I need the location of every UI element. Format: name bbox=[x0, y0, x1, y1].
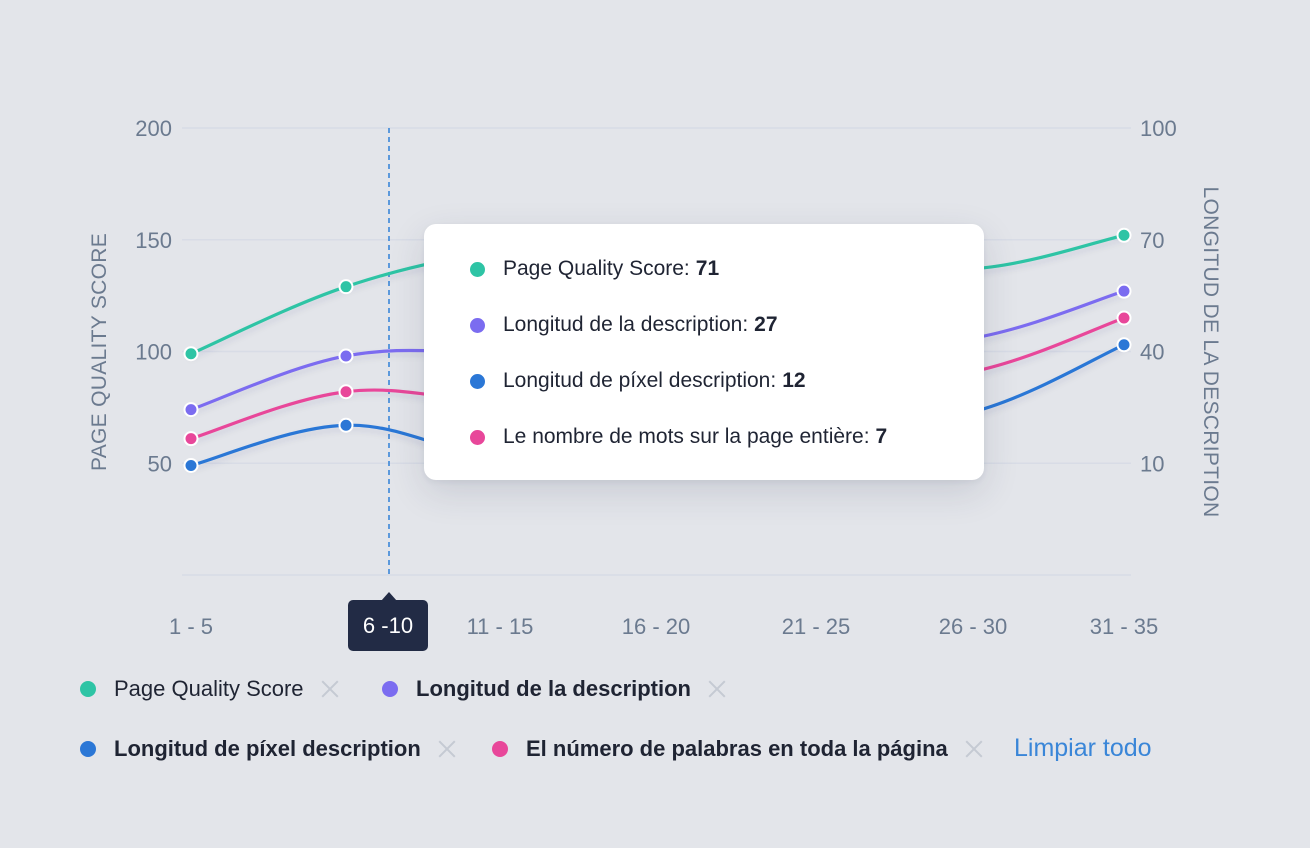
y2-tick-label: 70 bbox=[1140, 228, 1164, 253]
y2-tick-label: 40 bbox=[1140, 340, 1164, 365]
remove-series-icon[interactable] bbox=[964, 739, 984, 759]
tooltip-value: 27 bbox=[754, 313, 778, 336]
y2-tick-label: 100 bbox=[1140, 116, 1177, 141]
series-dot-icon bbox=[492, 741, 508, 757]
tooltip-label: Longitud de píxel description: bbox=[503, 369, 777, 392]
y2-tick-label: 10 bbox=[1140, 451, 1164, 476]
x-highlight-arrow bbox=[381, 592, 397, 601]
x-highlight-label: 6 -10 bbox=[348, 600, 428, 651]
remove-series-icon[interactable] bbox=[320, 679, 340, 699]
data-point bbox=[1116, 310, 1132, 326]
tooltip-label: Le nombre de mots sur la page entière: bbox=[503, 425, 870, 448]
data-point bbox=[183, 346, 199, 362]
series-dot-icon bbox=[470, 317, 485, 333]
y-tick-label: 200 bbox=[135, 116, 172, 141]
data-point bbox=[183, 402, 199, 418]
tooltip-value: 71 bbox=[695, 257, 720, 280]
x-tick-label: 31 - 35 bbox=[1090, 614, 1159, 639]
series-dot-icon bbox=[470, 429, 485, 445]
y-tick-label: 150 bbox=[135, 228, 172, 253]
data-point bbox=[338, 279, 354, 295]
legend-item-longitud-pixel-description[interactable]: Longitud de píxel description bbox=[80, 736, 457, 762]
axes: 50 100 150 200 10 40 70 100 1 - 5 11 - 15 16 - 20 2… bbox=[88, 116, 1222, 639]
legend-label: Longitud de píxel description bbox=[114, 736, 421, 761]
x-tick-label: 21 - 25 bbox=[782, 614, 851, 639]
series-dot-icon bbox=[470, 261, 485, 277]
series-dot-icon bbox=[80, 741, 96, 757]
y2-axis-title: LONGITUD DE LA DESCRIPTION bbox=[1199, 186, 1222, 517]
remove-series-icon[interactable] bbox=[707, 679, 727, 699]
tooltip-value: 12 bbox=[782, 369, 806, 392]
data-point bbox=[338, 417, 354, 433]
data-point bbox=[338, 384, 354, 400]
legend-label: El número de palabras en toda la página bbox=[526, 736, 948, 761]
series-dot-icon bbox=[80, 681, 96, 697]
y-tick-label: 100 bbox=[135, 340, 172, 365]
x-tick-label: 26 - 30 bbox=[939, 614, 1008, 639]
tooltip-value: 7 bbox=[875, 425, 888, 448]
x-tick-label: 16 - 20 bbox=[622, 614, 691, 639]
x-tick-label: 11 - 15 bbox=[467, 614, 534, 639]
series-dot-icon bbox=[382, 681, 398, 697]
x-tick-label: 1 - 5 bbox=[169, 614, 213, 639]
chart-tooltip: Page Quality Score: 71 Longitud de la de… bbox=[424, 224, 984, 480]
tooltip-row: Longitud de píxel description: 12 bbox=[470, 369, 806, 393]
data-point bbox=[1116, 283, 1132, 299]
clear-all-link[interactable]: Limpiar todo bbox=[1014, 734, 1152, 762]
data-point bbox=[1116, 227, 1132, 243]
legend-item-numero-palabras[interactable]: El número de palabras en toda la página bbox=[492, 736, 984, 762]
y-tick-label: 50 bbox=[148, 451, 172, 476]
legend-item-page-quality-score[interactable]: Page Quality Score bbox=[80, 676, 340, 702]
tooltip-row: Page Quality Score: 71 bbox=[470, 257, 719, 281]
tooltip-row: Longitud de la description: 27 bbox=[470, 313, 778, 337]
legend-item-longitud-description[interactable]: Longitud de la description bbox=[382, 676, 727, 702]
legend-label: Longitud de la description bbox=[416, 676, 691, 701]
data-point bbox=[183, 431, 199, 447]
data-point bbox=[338, 348, 354, 364]
remove-series-icon[interactable] bbox=[437, 739, 457, 759]
data-point bbox=[183, 457, 199, 473]
legend-label: Page Quality Score bbox=[114, 676, 304, 701]
tooltip-row: Le nombre de mots sur la page entière: 7 bbox=[470, 425, 887, 449]
series-dot-icon bbox=[470, 373, 485, 389]
data-point bbox=[1116, 337, 1132, 353]
y-axis-title: PAGE QUALITY SCORE bbox=[88, 233, 111, 471]
tooltip-label: Page Quality Score: bbox=[503, 257, 690, 280]
tooltip-label: Longitud de la description: bbox=[503, 313, 749, 336]
